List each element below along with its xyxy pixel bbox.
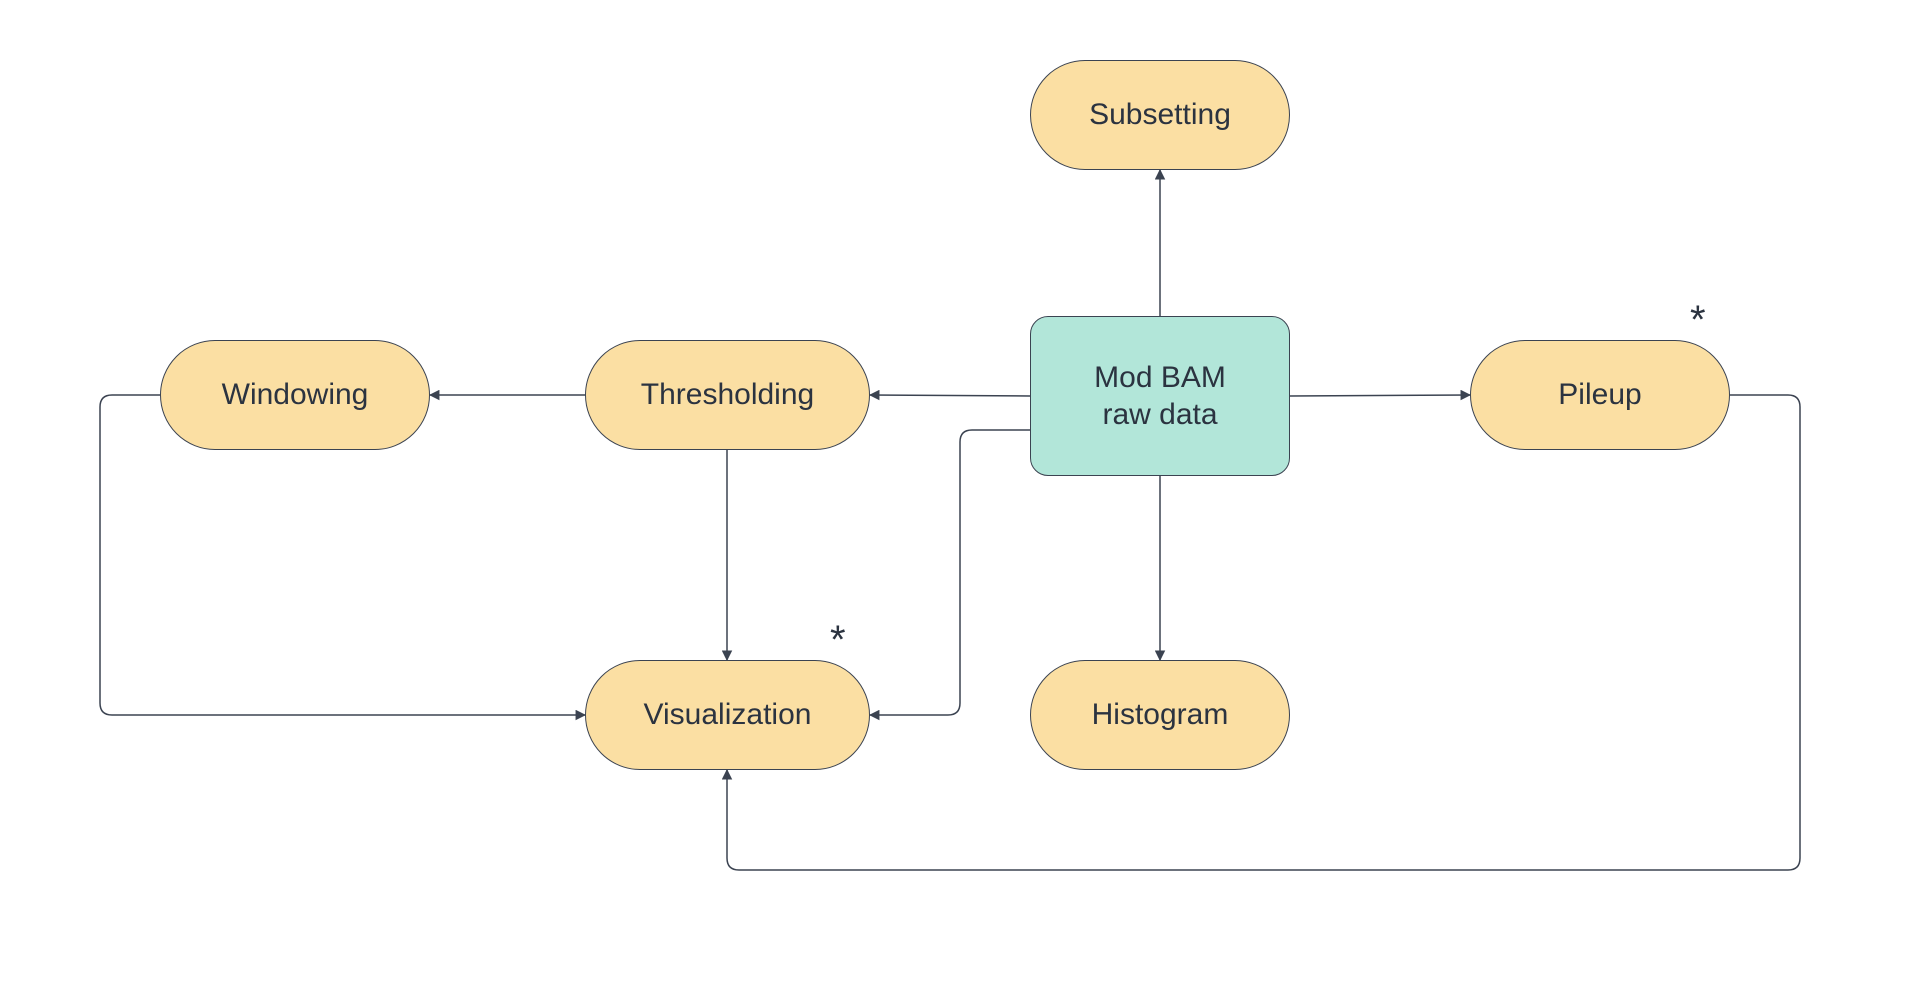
node-label: Subsetting [1089,96,1231,134]
asterisk-pileup: * [1690,298,1706,343]
edges-layer [0,0,1928,990]
node-label: Thresholding [641,376,814,414]
node-label: Windowing [222,376,369,414]
node-thresholding: Thresholding [585,340,870,450]
edge-modbam-to-thresholding [870,395,1030,396]
edge-modbam-to-visualization [870,430,1030,715]
node-pileup: Pileup [1470,340,1730,450]
edge-modbam-to-pileup [1290,395,1470,396]
node-windowing: Windowing [160,340,430,450]
node-label: Visualization [644,696,812,734]
node-modbam: Mod BAM raw data [1030,316,1290,476]
asterisk-visualization: * [830,618,846,663]
node-label: Pileup [1558,376,1641,414]
node-label: Histogram [1092,696,1229,734]
node-label: Mod BAM raw data [1094,359,1226,434]
node-histogram: Histogram [1030,660,1290,770]
diagram-canvas: Subsetting Mod BAM raw data Pileup * Thresho… [0,0,1928,990]
node-subsetting: Subsetting [1030,60,1290,170]
node-visualization: Visualization [585,660,870,770]
